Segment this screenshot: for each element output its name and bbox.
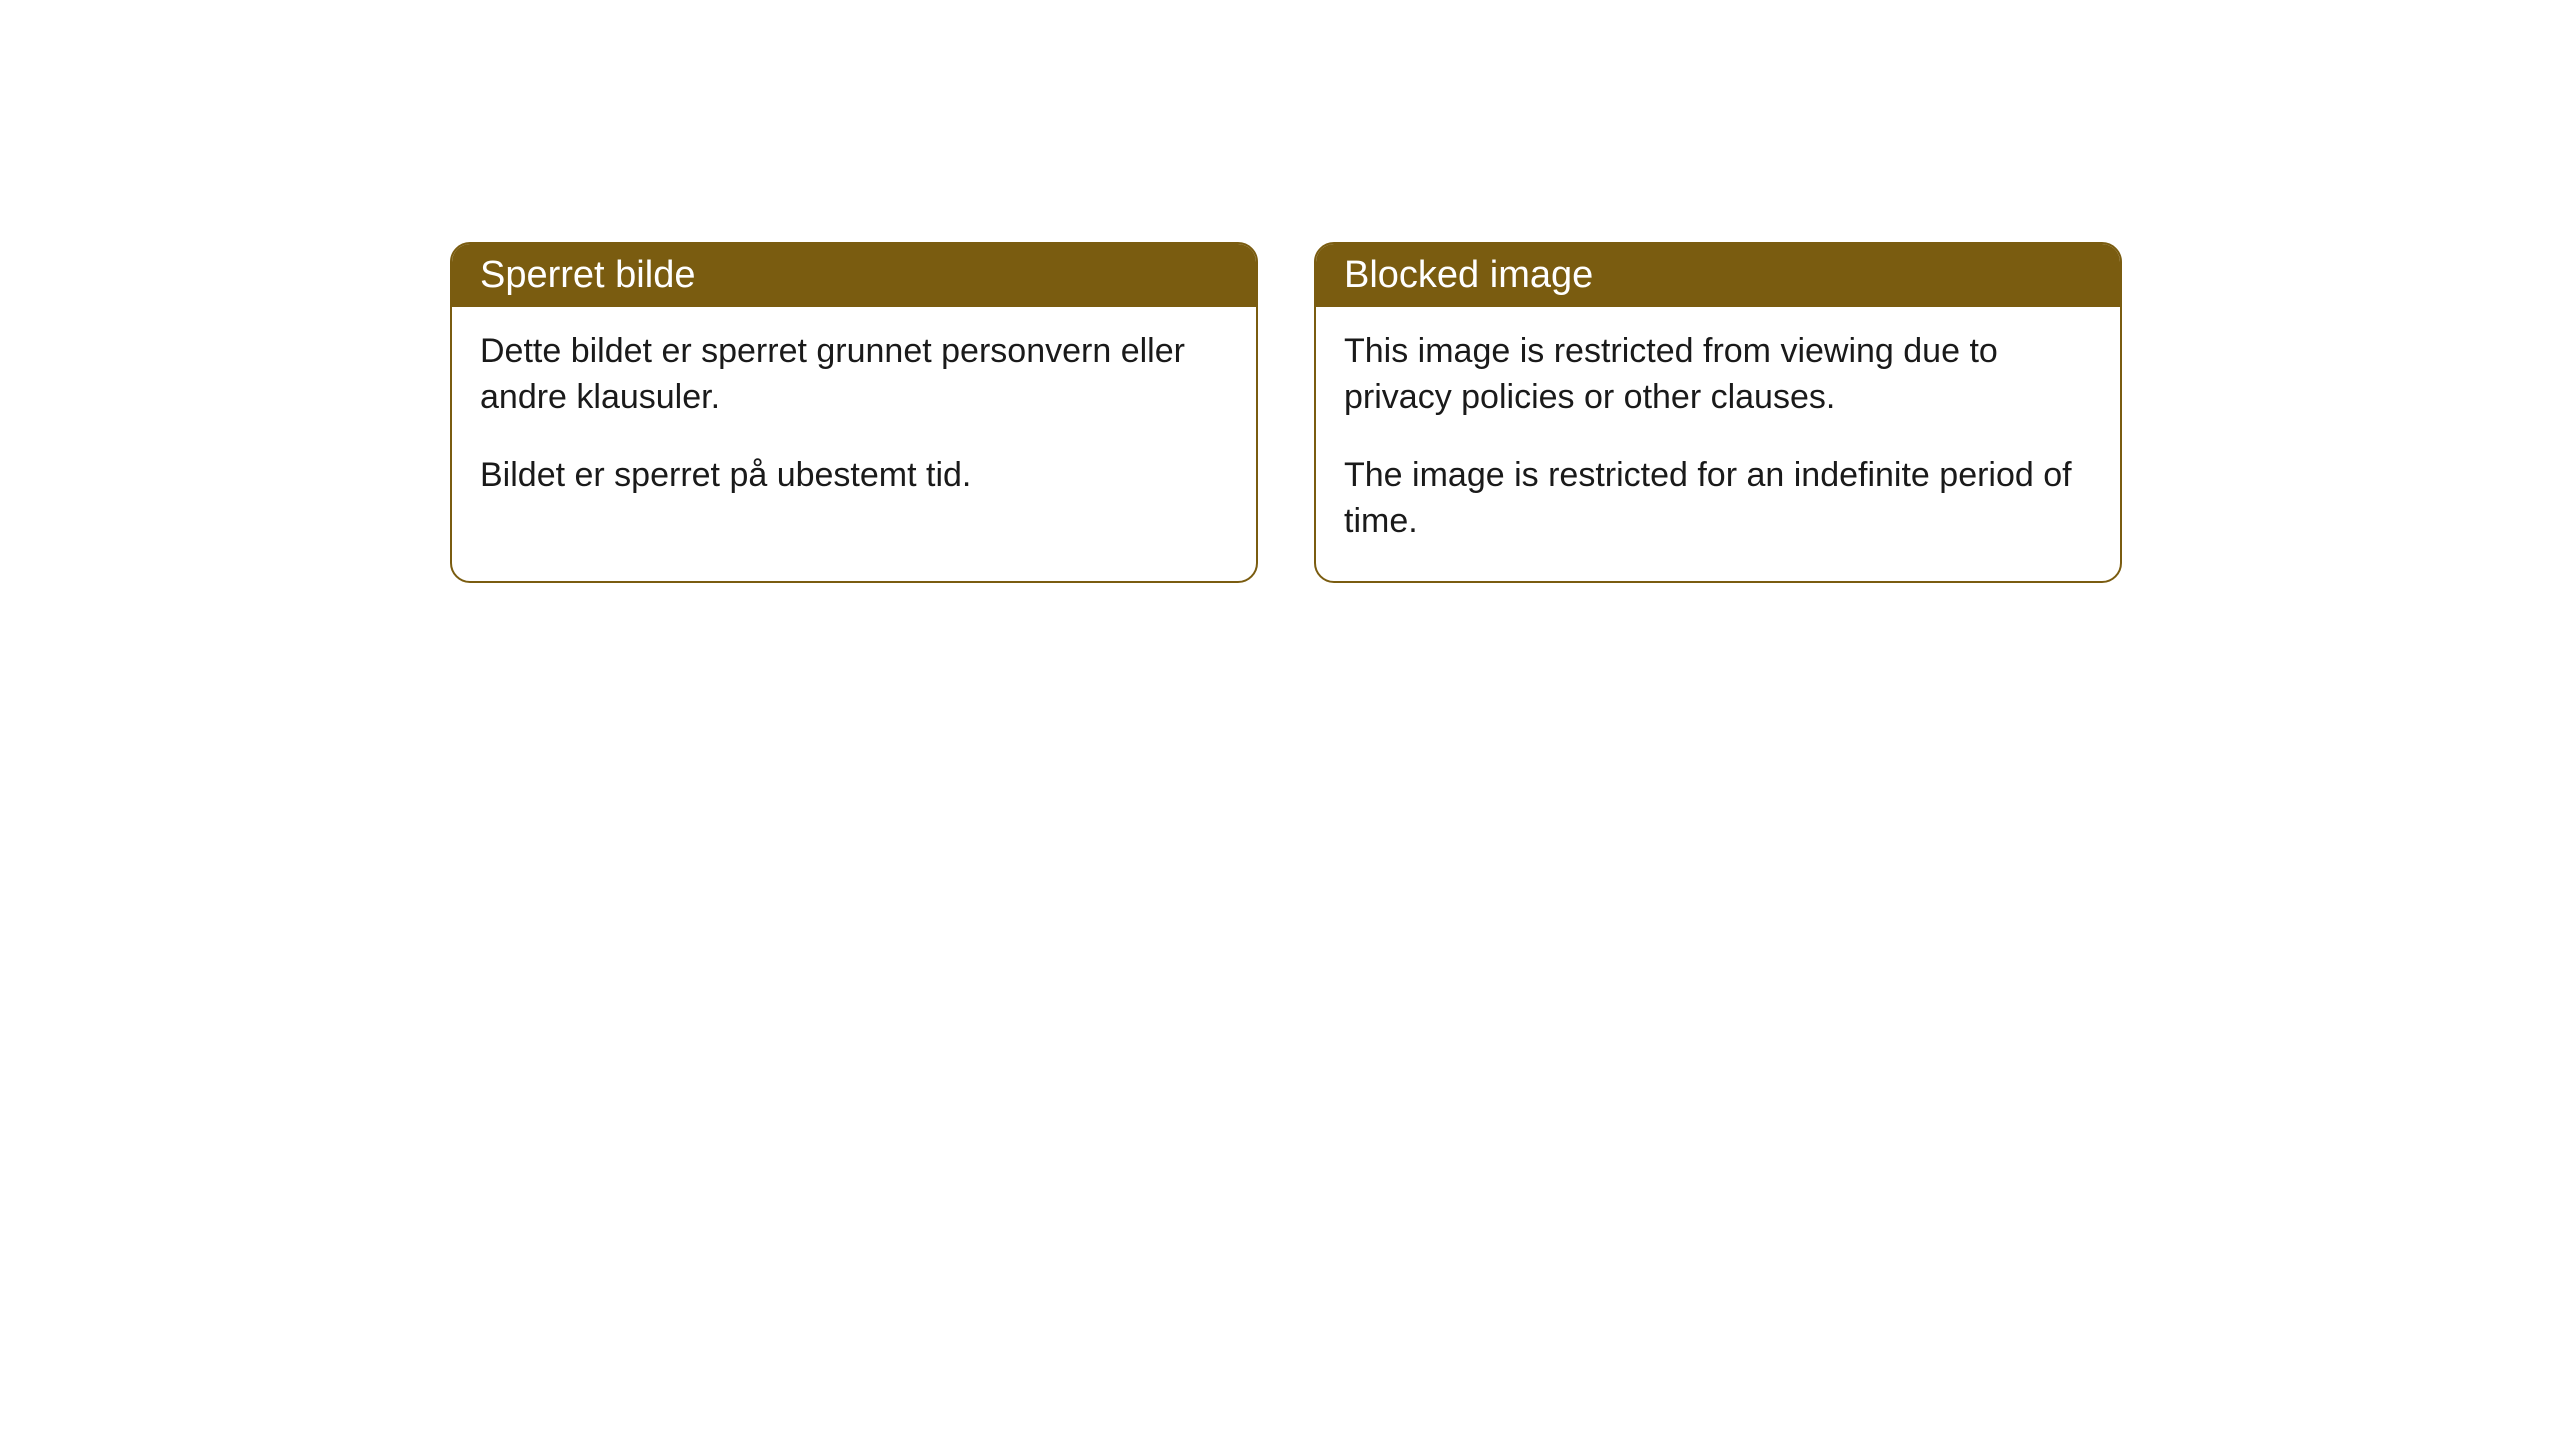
card-header-norwegian: Sperret bilde: [452, 244, 1256, 307]
card-paragraph-1-norwegian: Dette bildet er sperret grunnet personve…: [480, 329, 1228, 421]
card-paragraph-2-norwegian: Bildet er sperret på ubestemt tid.: [480, 453, 1228, 499]
notice-cards-container: Sperret bilde Dette bildet er sperret gr…: [0, 0, 2560, 583]
card-paragraph-2-english: The image is restricted for an indefinit…: [1344, 453, 2092, 545]
card-title-english: Blocked image: [1344, 254, 1593, 296]
card-title-norwegian: Sperret bilde: [480, 254, 695, 296]
card-paragraph-1-english: This image is restricted from viewing du…: [1344, 329, 2092, 421]
blocked-image-card-english: Blocked image This image is restricted f…: [1314, 242, 2122, 583]
card-header-english: Blocked image: [1316, 244, 2120, 307]
blocked-image-card-norwegian: Sperret bilde Dette bildet er sperret gr…: [450, 242, 1258, 583]
card-body-norwegian: Dette bildet er sperret grunnet personve…: [452, 307, 1256, 535]
card-body-english: This image is restricted from viewing du…: [1316, 307, 2120, 581]
